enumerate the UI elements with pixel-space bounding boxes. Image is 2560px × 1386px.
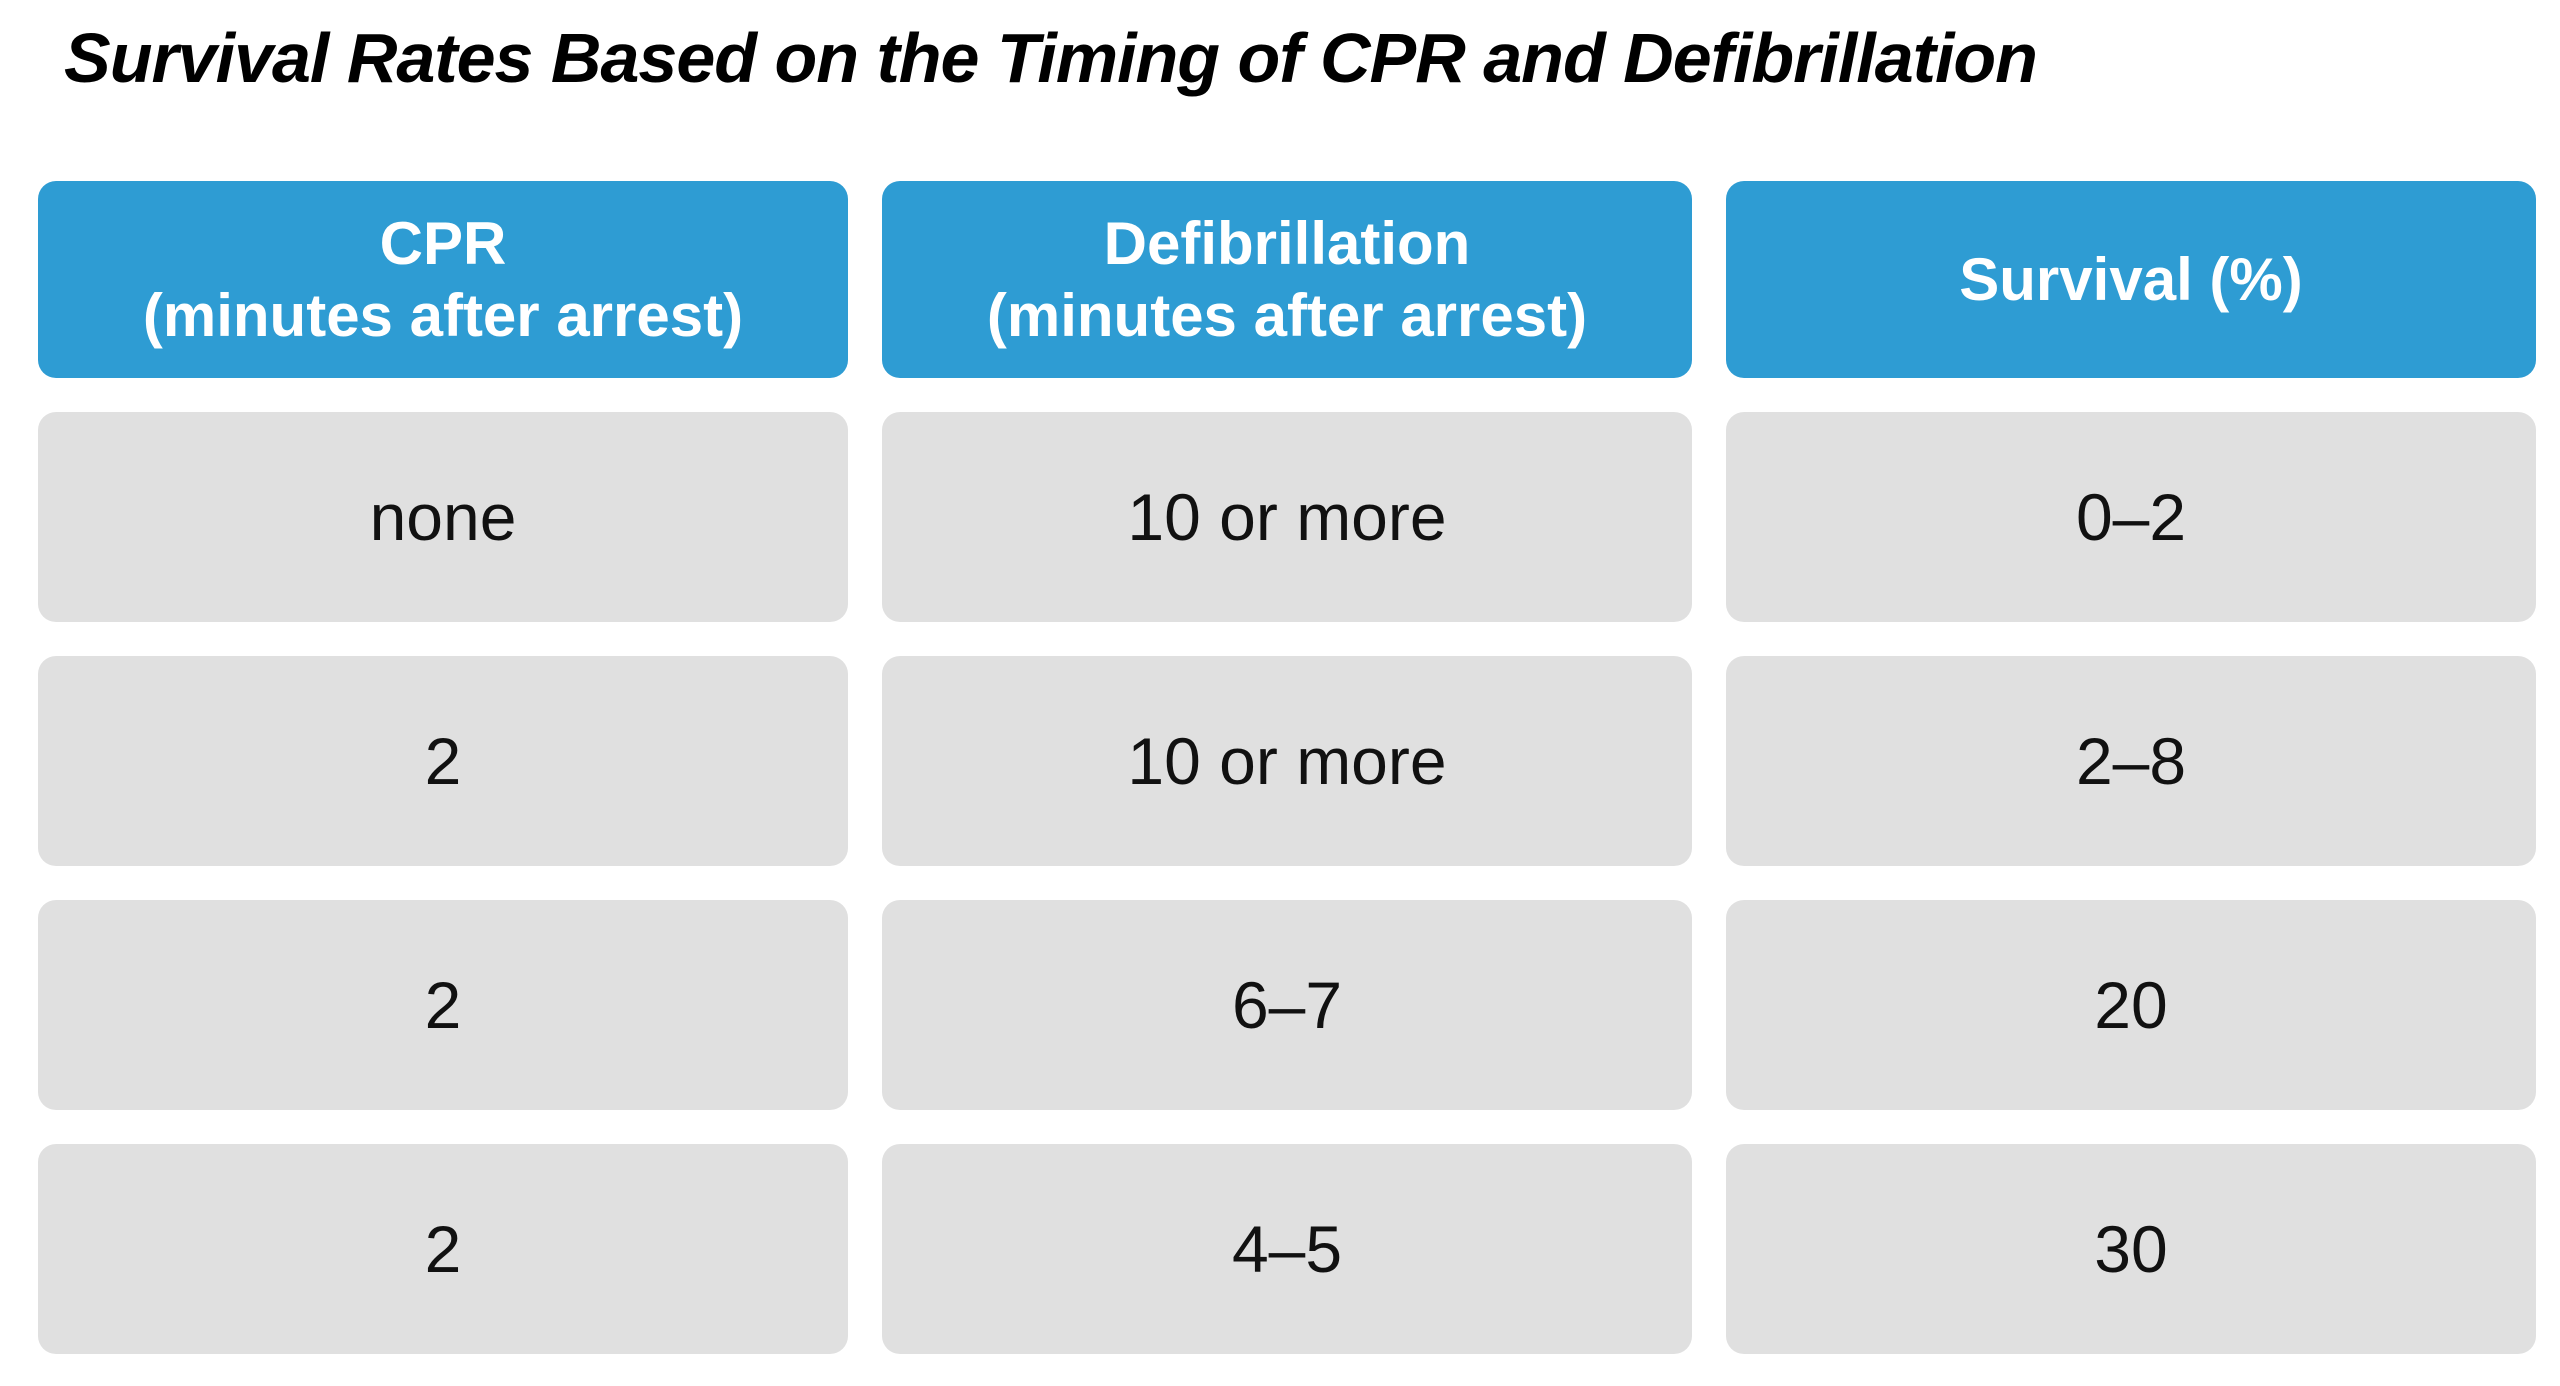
cell-row2-survival: 2–8 — [1726, 656, 2536, 866]
cell-row3-cpr: 2 — [38, 900, 848, 1110]
cell-row1-cpr: none — [38, 412, 848, 622]
cell-row3-survival: 20 — [1726, 900, 2536, 1110]
header-defib-line2: (minutes after arrest) — [986, 281, 1588, 349]
survival-table: CPR (minutes after arrest) Defibrillatio… — [38, 181, 2536, 1354]
cell-row1-defib: 10 or more — [882, 412, 1692, 622]
cell-row3-defib: 6–7 — [882, 900, 1692, 1110]
header-cell-survival: Survival (%) — [1726, 181, 2536, 378]
cell-row4-cpr: 2 — [38, 1144, 848, 1354]
cell-row2-cpr: 2 — [38, 656, 848, 866]
cell-row2-defib: 10 or more — [882, 656, 1692, 866]
cell-row1-survival: 0–2 — [1726, 412, 2536, 622]
header-cpr-line1: CPR — [379, 209, 507, 277]
header-survival-line1: Survival (%) — [1959, 245, 2303, 313]
header-defib-line1: Defibrillation — [1103, 209, 1471, 277]
cell-row4-defib: 4–5 — [882, 1144, 1692, 1354]
page-title: Survival Rates Based on the Timing of CP… — [64, 19, 2038, 97]
header-cell-defibrillation: Defibrillation (minutes after arrest) — [882, 181, 1692, 378]
header-cell-cpr: CPR (minutes after arrest) — [38, 181, 848, 378]
cell-row4-survival: 30 — [1726, 1144, 2536, 1354]
header-cpr-line2: (minutes after arrest) — [142, 281, 744, 349]
